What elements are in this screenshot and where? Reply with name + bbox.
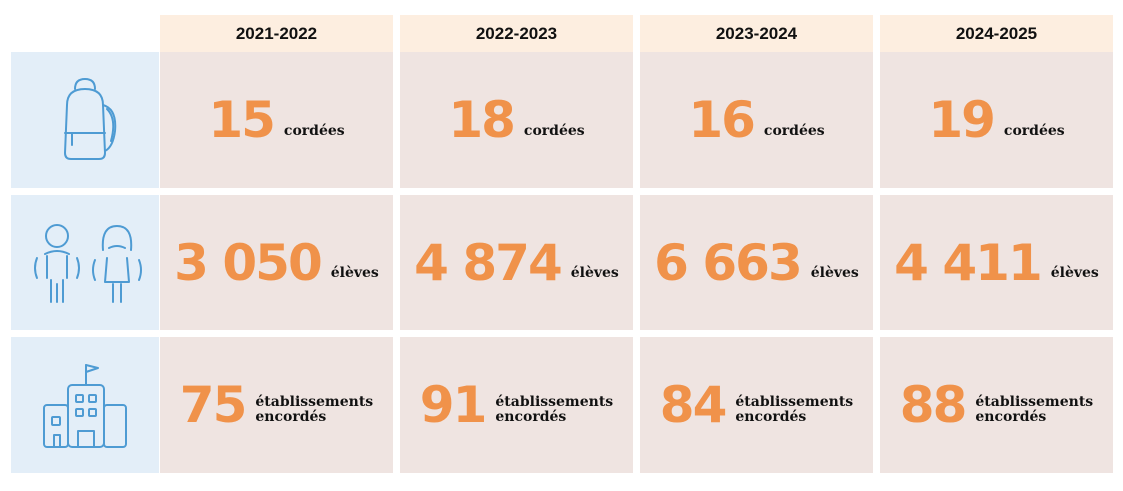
unit-line: encordés [495,409,567,425]
unit-line: encordés [975,409,1047,425]
value-label: 75 [179,376,248,434]
value-label: 88 [899,376,968,434]
value-label: 3 050 [174,233,323,292]
data-cell: 4 411 élèves [880,195,1113,330]
data-cell: 6 663 élèves [640,195,873,330]
unit-line: cordées [1003,122,1065,139]
data-cell: 75 établissements encordés [160,337,393,473]
unit-label: établissements encordés [735,395,853,425]
unit-line: cordées [763,122,825,139]
row-icon-cell [11,337,159,473]
value-label: 4 411 [894,233,1043,292]
value-label: 15 [208,91,276,149]
school-building-icon [43,364,127,448]
column-header: 2021-2022 [160,15,393,52]
unit-line: élèves [570,265,619,281]
unit-line: établissements [495,394,614,410]
unit-label: établissements encordés [255,395,373,425]
unit-line: établissements [255,394,374,410]
data-cell: 19 cordées [880,52,1113,188]
column-header: 2024-2025 [880,15,1113,52]
unit-label: établissements encordés [495,395,613,425]
column-header: 2023-2024 [640,15,873,52]
column-header: 2022-2023 [400,15,633,52]
unit-label: élèves [571,266,619,281]
backpack-icon [64,78,117,160]
value-label: 19 [928,91,996,149]
data-cell: 88 établissements encordés [880,337,1113,473]
data-cell: 15 cordées [160,52,393,188]
data-cell: 16 cordées [640,52,873,188]
row-icon-cell [11,195,159,330]
unit-label: cordées [283,122,345,139]
value-label: 6 663 [654,233,803,292]
value-label: 91 [419,376,488,434]
value-label: 18 [448,91,516,149]
data-cell: 84 établissements encordés [640,337,873,473]
unit-label: cordées [523,122,585,139]
unit-label: élèves [1051,266,1099,281]
unit-label: élèves [331,266,379,281]
unit-line: cordées [523,122,585,139]
value-label: 4 874 [414,233,563,292]
data-cell: 4 874 élèves [400,195,633,330]
value-label: 84 [659,376,728,434]
unit-line: élèves [810,265,859,281]
data-cell: 18 cordées [400,52,633,188]
unit-line: cordées [283,122,345,139]
value-label: 16 [688,91,756,149]
unit-label: cordées [763,122,825,139]
unit-label: établissements encordés [975,395,1093,425]
unit-line: établissements [735,394,854,410]
unit-label: élèves [811,266,859,281]
row-icon-cell [11,52,159,188]
unit-label: cordées [1003,122,1065,139]
data-cell: 3 050 élèves [160,195,393,330]
unit-line: élèves [330,265,379,281]
unit-line: encordés [255,409,327,425]
data-cell: 91 établissements encordés [400,337,633,473]
unit-line: encordés [735,409,807,425]
students-icon [34,223,142,303]
unit-line: établissements [975,394,1094,410]
unit-line: élèves [1050,265,1099,281]
